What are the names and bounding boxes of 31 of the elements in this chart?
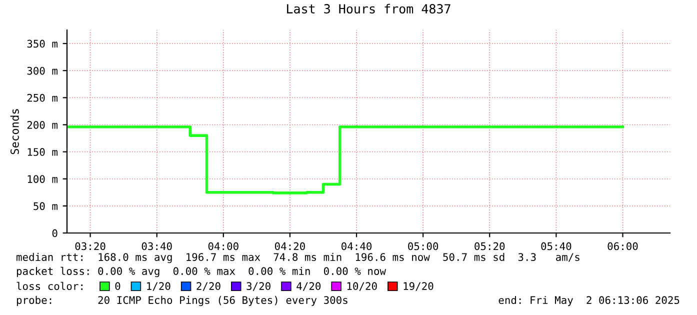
y-tick-label: 250 m [27,94,58,102]
legend-label: 19/20 [404,282,434,291]
legend-label: 2/20 [196,282,220,291]
y-tick-label: 50 m [34,202,58,210]
text: end: Fri May 2 06:13:06 2025 [498,296,680,306]
y-tick-label: 0 [52,229,58,238]
x-tick-label: 04:00 [208,242,238,250]
y-tick-label: 350 m [27,40,58,48]
y-tick-label: 100 m [28,175,58,183]
x-tick-label: 05:40 [541,242,572,250]
text: median rtt: 168.0 ms avg 196.7 ms max 74.8 ms min 196.6 ms now 50.7 ms sd 3.3 am/s [16,252,580,264]
x-tick-label: 04:40 [342,242,372,250]
y-tick-label: 200 m [27,120,58,129]
x-tick-label: 05:20 [474,242,505,250]
legend-label: 1/20 [147,282,170,291]
text: probe: 20 ICMP Echo Pings (56 Bytes) every 300s [16,296,348,306]
y-tick-label: 150 m [28,148,58,156]
legend-label: 3/20 [246,282,270,291]
x-tick-label: 03:40 [142,242,172,250]
legend-label: 4/20 [296,282,321,291]
y-axis-title: Seconds [10,109,19,154]
y-tick-label: 300 m [27,66,58,75]
x-tick-label: 04:20 [274,242,305,250]
legend-title: loss color: [16,282,82,290]
legend-label: 10/20 [347,282,377,291]
chart-title: Last 3 Hours from 4837 [287,4,450,14]
text: packet loss: 0.00 % avg 0.00 % max 0.00 % min 0.00 % now [16,266,386,278]
x-tick-label: 06:00 [608,242,638,250]
legend-label: 0 [115,282,120,290]
x-tick-label: 03:20 [75,242,106,250]
x-tick-label: 05:00 [408,242,438,250]
